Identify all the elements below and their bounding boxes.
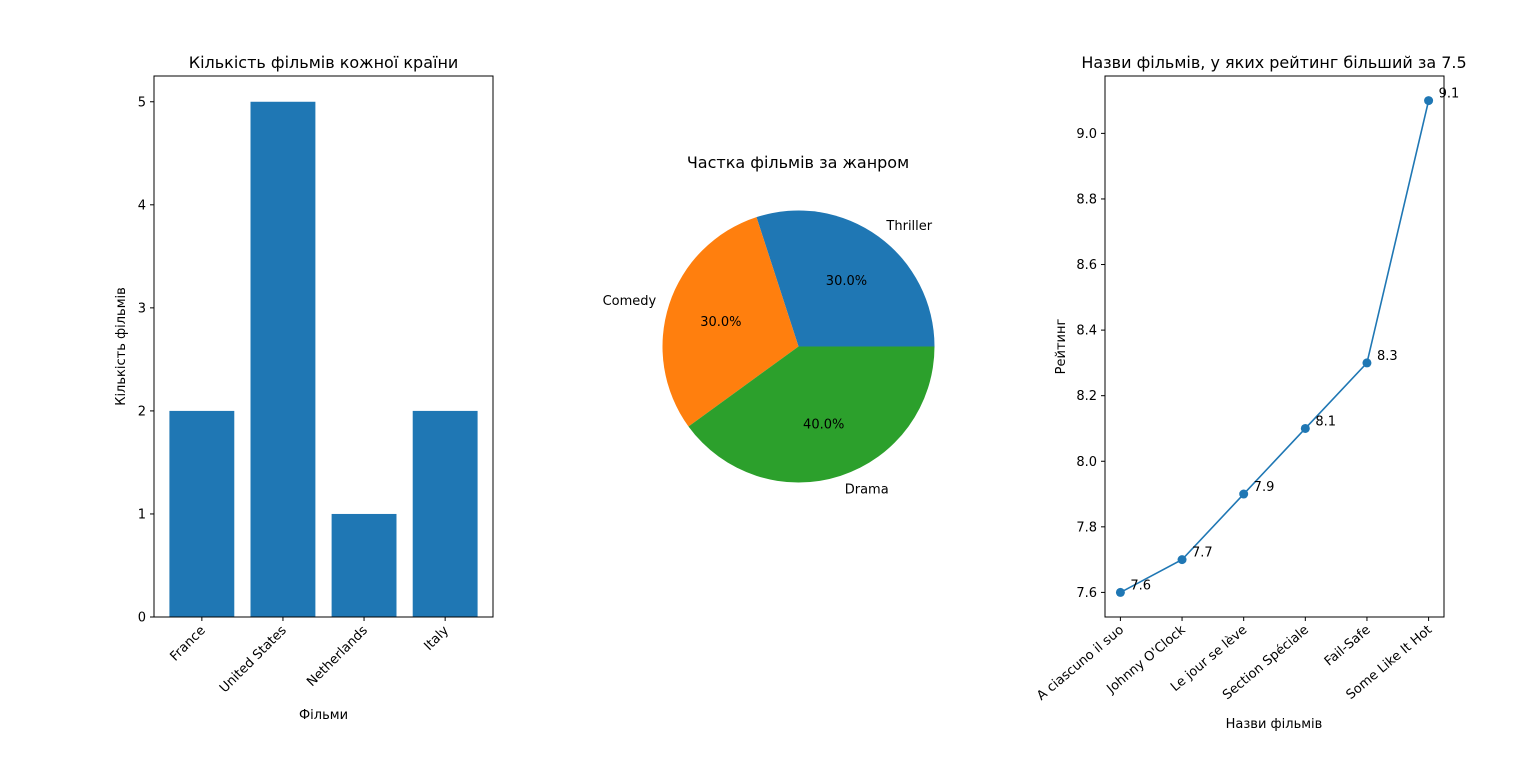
data-point	[1300, 423, 1310, 433]
line-plot-frame	[1104, 75, 1445, 618]
bar	[331, 513, 397, 617]
pie-slice-label: Comedy	[603, 294, 657, 309]
y-tick-label: 3	[138, 301, 146, 316]
y-tick-label: 8.2	[1076, 389, 1097, 404]
pie-chart-title: Частка фільмів за жанром	[687, 153, 909, 172]
bar	[169, 410, 235, 617]
y-tick-label: 7.8	[1076, 520, 1097, 535]
pie-slice	[756, 210, 935, 347]
pie-slices	[662, 210, 935, 483]
data-point	[1177, 555, 1187, 565]
pie-chart: Частка фільмів за жанром Thriller 30.0% Co…	[603, 153, 935, 497]
point-value-label: 8.1	[1315, 414, 1336, 429]
bar-y-axis-label: Кількість фільмів	[114, 287, 129, 406]
point-value-label: 7.7	[1192, 546, 1213, 561]
bar-chart-title: Кількість фільмів кожної країни	[189, 53, 459, 72]
pie-slice-label: Thriller	[885, 219, 932, 234]
data-point	[1239, 489, 1249, 499]
line-y-axis-ticks: 7.6 7.8 8.0 8.2 8.4 8.6 8.8 9.0	[1076, 127, 1105, 601]
data-point	[1362, 358, 1372, 368]
y-tick-label: 8.4	[1076, 324, 1097, 339]
bar	[412, 410, 478, 617]
line-x-axis-label: Назви фільмів	[1226, 717, 1323, 732]
pie-labels: Thriller 30.0% Comedy 30.0% Drama 40.0%	[603, 219, 933, 497]
line-y-axis-label: Рейтинг	[1054, 319, 1069, 375]
y-tick-label: 5	[138, 95, 146, 110]
y-tick-label: 1	[138, 507, 146, 522]
data-point	[1424, 96, 1434, 106]
point-value-label: 7.9	[1254, 480, 1275, 495]
line-marks	[1115, 96, 1434, 597]
line-chart-title: Назви фільмів, у яких рейтинг більший за…	[1081, 53, 1466, 72]
pie-percent-label: 30.0%	[826, 274, 867, 289]
y-tick-label: 4	[138, 198, 146, 213]
y-tick-label: 7.6	[1076, 586, 1097, 601]
line-value-labels: 7.6 7.7 7.9 8.1 8.3 9.1	[1130, 87, 1459, 594]
pie-percent-label: 30.0%	[700, 315, 741, 330]
pie-slice	[688, 346, 935, 483]
y-tick-label: 0	[138, 611, 146, 626]
bar-y-axis-ticks: 0 1 2 3 4 5	[138, 95, 154, 626]
pie-slice-label: Drama	[845, 482, 889, 497]
point-value-label: 9.1	[1439, 87, 1460, 102]
pie-slice	[662, 217, 799, 427]
y-tick-label: 8.6	[1076, 258, 1097, 273]
bar	[250, 101, 316, 617]
data-point	[1115, 587, 1125, 597]
y-tick-label: 8.8	[1076, 192, 1097, 207]
bar-x-axis-label: Фільми	[299, 708, 348, 723]
y-tick-label: 9.0	[1076, 127, 1097, 142]
point-value-label: 7.6	[1130, 578, 1151, 593]
point-value-label: 8.3	[1377, 349, 1398, 364]
y-tick-label: 2	[138, 404, 146, 419]
series-line	[1120, 100, 1430, 594]
y-tick-label: 8.0	[1076, 455, 1097, 470]
bar-marks	[169, 101, 478, 617]
pie-percent-label: 40.0%	[803, 418, 844, 433]
bar-plot-frame	[153, 75, 494, 618]
